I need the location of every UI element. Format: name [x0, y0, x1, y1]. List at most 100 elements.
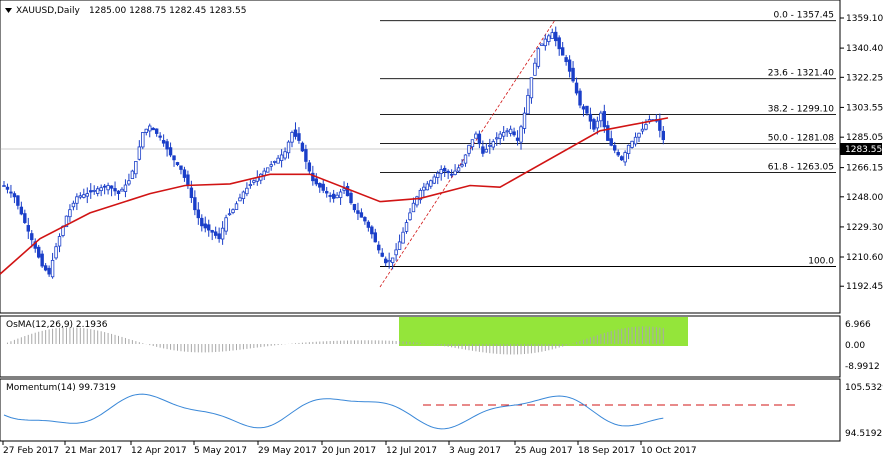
candle-body — [501, 132, 506, 137]
candle — [16, 195, 20, 210]
time-tick-label: 29 May 2017 — [258, 446, 317, 456]
momentum-panel: Momentum(14) 99.7319 — [0, 378, 841, 442]
candle-body — [567, 59, 572, 72]
candle — [533, 57, 537, 76]
candle — [567, 55, 572, 78]
candle-body — [175, 162, 180, 166]
candle — [144, 128, 148, 136]
candle — [50, 252, 55, 279]
candle — [432, 174, 436, 185]
candle-body — [349, 192, 353, 204]
candle-body — [366, 221, 371, 228]
candle-body — [408, 212, 412, 221]
candle-body — [505, 130, 509, 133]
candle-body — [134, 161, 138, 175]
dropdown-triangle-icon[interactable] — [5, 8, 12, 13]
candle-body — [626, 144, 631, 154]
candle-body — [512, 131, 516, 136]
candle-body — [415, 196, 419, 206]
candle — [626, 144, 631, 160]
candle — [286, 140, 291, 159]
candle — [640, 121, 645, 135]
candle-body — [95, 188, 100, 194]
candle-body — [297, 133, 301, 141]
candle — [109, 185, 114, 197]
candle — [366, 220, 371, 232]
candle-body — [234, 203, 239, 210]
candle — [630, 140, 634, 149]
candle-body — [23, 213, 27, 223]
candle-body — [522, 112, 527, 129]
candle-body — [50, 259, 55, 278]
candle — [560, 42, 565, 56]
candle — [269, 160, 273, 171]
candle-body — [640, 128, 645, 132]
candle-body — [481, 146, 485, 154]
candle — [370, 225, 374, 239]
candle-body — [418, 189, 423, 201]
momentum-panel-frame — [0, 378, 841, 442]
candle-body — [616, 152, 620, 156]
candle-body — [9, 191, 13, 194]
candle-body — [547, 35, 551, 42]
candle — [123, 179, 128, 198]
candle — [335, 192, 339, 199]
candle — [57, 233, 62, 253]
osma-tick-top: 6.966 — [845, 320, 871, 330]
candle — [217, 227, 221, 243]
candle-body — [217, 233, 221, 240]
candle-body — [633, 136, 638, 145]
time-axis: 27 Feb 2017 21 Mar 2017 12 Apr 2017 5 May 2… — [2, 441, 697, 456]
candle — [252, 179, 256, 186]
candle — [2, 181, 6, 187]
fib-level-label: 23.6 - 1321.40 — [768, 69, 834, 79]
fib-level-label: 61.8 - 1263.05 — [768, 163, 834, 173]
osma-panel: OsMA(12,26,9) 2.1936 — [0, 315, 841, 378]
candle — [37, 244, 41, 259]
candle-body — [19, 206, 24, 215]
price-tick-label: 1266.15 — [846, 164, 883, 174]
candle-body — [179, 165, 183, 170]
candle — [429, 179, 433, 189]
candle — [23, 209, 27, 224]
candle-body — [68, 209, 72, 218]
candle — [321, 179, 325, 194]
price-tick-label: 1210.60 — [846, 253, 883, 263]
candle-body — [231, 209, 235, 213]
candle-body — [432, 176, 436, 184]
candle-body — [276, 157, 280, 164]
candle — [397, 234, 402, 250]
candle-body — [120, 188, 124, 192]
candle — [241, 190, 246, 204]
candle — [89, 183, 93, 199]
candle-body — [127, 180, 131, 185]
candle-body — [102, 185, 107, 188]
candle-body — [581, 106, 586, 110]
candle-body — [189, 187, 194, 199]
candle-body — [224, 217, 228, 232]
candle-body — [241, 191, 246, 200]
candle — [488, 138, 492, 154]
candle-body — [422, 186, 426, 191]
candle-body — [109, 185, 114, 189]
candle — [95, 186, 100, 197]
candle-body — [470, 139, 475, 148]
candle-body — [439, 169, 443, 174]
candle-body — [311, 172, 315, 182]
candle — [467, 144, 471, 157]
candle-body — [529, 77, 534, 99]
candle — [637, 132, 641, 143]
candle-body — [474, 133, 478, 139]
candle — [127, 173, 131, 186]
candle — [300, 141, 305, 153]
candle-body — [245, 187, 249, 195]
candle-body — [460, 164, 464, 167]
candle-body — [207, 224, 211, 231]
osma-tick-bottom: -8.9912 — [845, 362, 880, 372]
candle-body — [182, 169, 187, 178]
candle — [387, 252, 391, 269]
candle-body — [16, 195, 20, 206]
osma-highlight-box — [399, 317, 688, 346]
candle-body — [165, 141, 169, 150]
